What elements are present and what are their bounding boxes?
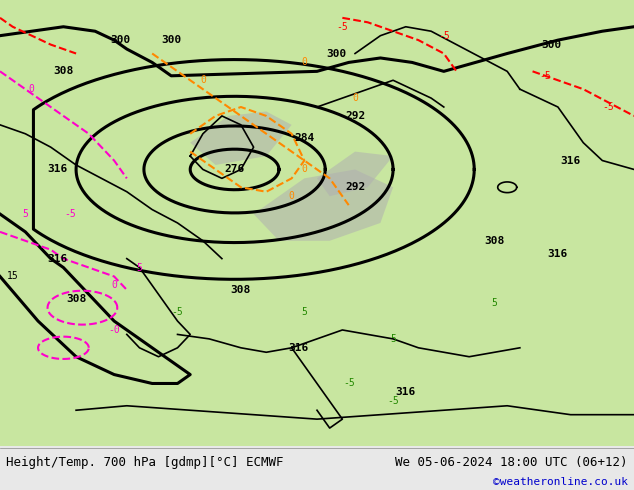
Text: -0: -0	[108, 325, 120, 335]
Text: 316: 316	[548, 249, 568, 259]
Text: We 05-06-2024 18:00 UTC (06+12): We 05-06-2024 18:00 UTC (06+12)	[395, 456, 628, 469]
Text: -5: -5	[64, 209, 75, 219]
Text: 308: 308	[66, 294, 86, 304]
Text: 300: 300	[161, 35, 181, 45]
Text: -5: -5	[438, 31, 450, 41]
Text: 316: 316	[47, 165, 67, 174]
Text: ©weatheronline.co.uk: ©weatheronline.co.uk	[493, 477, 628, 487]
Text: 0: 0	[301, 57, 307, 68]
Text: 5: 5	[390, 334, 396, 344]
Text: 0: 0	[301, 165, 307, 174]
Text: 292: 292	[345, 111, 365, 121]
Text: 0: 0	[111, 280, 117, 291]
Text: -5: -5	[540, 71, 551, 81]
Text: 308: 308	[53, 66, 74, 76]
Text: 0: 0	[29, 84, 35, 94]
Text: 308: 308	[484, 236, 505, 246]
Text: 300: 300	[110, 35, 131, 45]
Text: Height/Temp. 700 hPa [gdmp][°C] ECMWF: Height/Temp. 700 hPa [gdmp][°C] ECMWF	[6, 456, 284, 469]
Text: 316: 316	[47, 254, 67, 264]
Text: 316: 316	[288, 343, 308, 353]
Text: 0: 0	[200, 75, 206, 85]
Text: -5: -5	[603, 102, 614, 112]
Text: 300: 300	[541, 40, 562, 49]
Text: 5: 5	[301, 307, 307, 317]
Polygon shape	[317, 151, 393, 196]
Polygon shape	[190, 112, 292, 165]
Text: 316: 316	[560, 155, 581, 166]
Text: 0: 0	[352, 93, 358, 103]
Text: 5: 5	[22, 209, 29, 219]
Text: 276: 276	[224, 165, 245, 174]
Text: 5: 5	[136, 263, 143, 272]
Text: 292: 292	[345, 182, 365, 192]
Text: 300: 300	[326, 49, 346, 58]
Text: 316: 316	[396, 388, 416, 397]
Text: -5: -5	[337, 22, 348, 32]
Polygon shape	[254, 170, 393, 241]
Text: -5: -5	[387, 396, 399, 406]
Text: 5: 5	[491, 298, 498, 308]
Text: 15: 15	[7, 271, 18, 281]
Text: 284: 284	[294, 133, 314, 143]
Text: 0: 0	[288, 191, 295, 201]
Text: -5: -5	[172, 307, 183, 317]
Text: 308: 308	[231, 285, 251, 295]
Text: -5: -5	[343, 378, 354, 389]
